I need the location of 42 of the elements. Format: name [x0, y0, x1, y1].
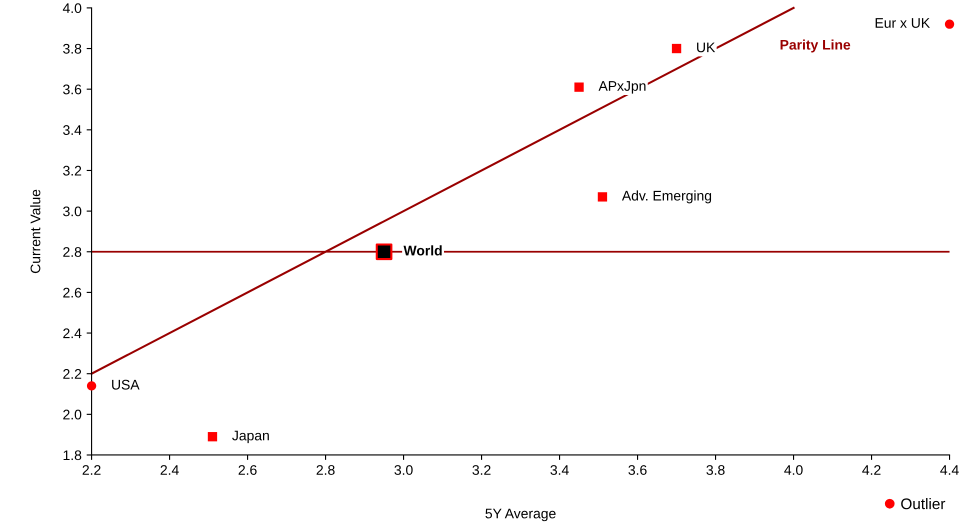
y-tick-label: 2.4: [63, 328, 82, 338]
x-tick-label: 2.6: [238, 465, 257, 475]
x-tick-label: 4.4: [940, 465, 959, 475]
point: [944, 19, 954, 29]
annotation: World: [404, 245, 442, 256]
point: [86, 381, 96, 391]
x-tick-label: 3.8: [706, 465, 725, 475]
y-tick-label: 3.0: [63, 206, 82, 216]
y-tick-label: 3.8: [63, 44, 82, 54]
x-axis-title: 5Y Average: [485, 508, 556, 522]
point: [598, 192, 608, 202]
point: [376, 243, 392, 260]
x-tick-label: 3.2: [472, 465, 491, 475]
point: [672, 44, 682, 54]
annotation: Adv. Emerging: [622, 190, 712, 204]
annotation: UK: [697, 42, 716, 52]
y-tick-label: 3.6: [63, 84, 82, 94]
x-tick-label: 3.4: [550, 465, 569, 475]
x-tick-label: 3.0: [394, 465, 413, 475]
series-label: Parity Line: [780, 39, 850, 52]
y-axis-title: Current Value: [30, 190, 40, 274]
x-tick-label: 4.0: [784, 465, 803, 475]
y-tick-label: 3.2: [63, 166, 82, 176]
x-tick-label: 4.2: [862, 465, 880, 475]
y-tick-label: 2.0: [63, 410, 82, 420]
annotation: USA: [112, 380, 140, 390]
x-tick-label: 2.4: [160, 465, 179, 475]
x-tick-label: 2.8: [316, 465, 335, 475]
y-tick-label: 2.8: [63, 247, 82, 257]
legend-label: Outlier: [901, 498, 946, 510]
annotation: Japan: [232, 430, 269, 444]
y-tick-label: 2.6: [63, 288, 82, 298]
x-tick-label: 3.6: [628, 465, 647, 475]
annotation: Eur x UK: [876, 18, 930, 28]
y-tick-label: 4.0: [62, 3, 82, 14]
x-tick-label: 2.2: [82, 465, 101, 475]
y-tick-label: 3.4: [63, 125, 82, 135]
y-tick-label: 1.8: [64, 450, 82, 460]
point: [574, 82, 584, 92]
point: [208, 432, 218, 442]
y-tick-label: 2.2: [63, 369, 82, 379]
annotation: APxJpn: [598, 81, 646, 94]
